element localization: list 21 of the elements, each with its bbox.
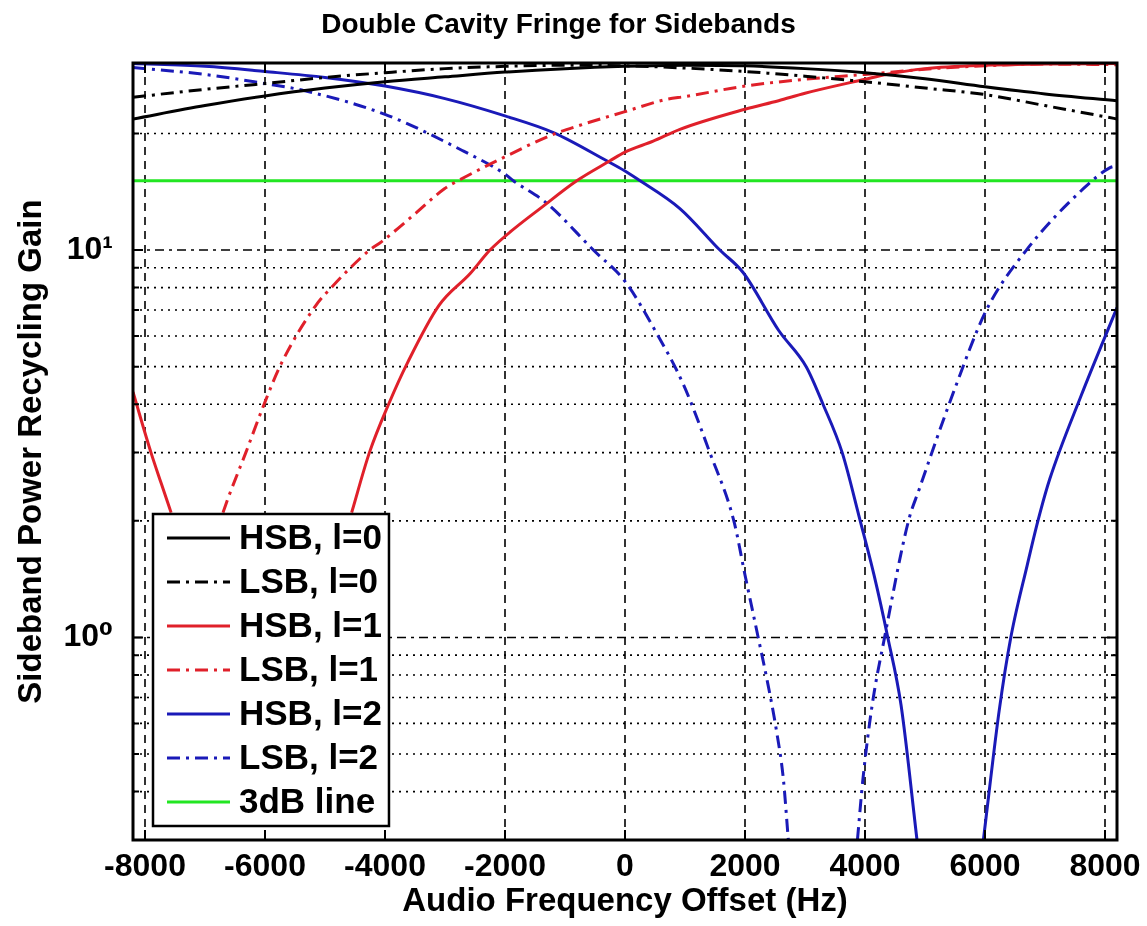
x-tick-label: 2000 — [709, 847, 781, 884]
chart-title: Double Cavity Fringe for Sidebands — [321, 7, 796, 39]
legend-label: LSB, l=2 — [239, 736, 379, 776]
x-axis-title: Audio Frequency Offset (Hz) — [402, 881, 848, 919]
x-tick-label: -6000 — [224, 847, 306, 884]
legend-label: 3dB line — [239, 780, 376, 820]
x-tick-label: -2000 — [464, 847, 546, 884]
legend-label: LSB, l=0 — [239, 560, 379, 600]
legend-label: HSB, l=2 — [239, 692, 382, 732]
x-tick-label: 6000 — [949, 847, 1021, 884]
x-tick-label: -4000 — [344, 847, 426, 884]
legend-label: HSB, l=1 — [239, 604, 382, 644]
x-tick-label: 8000 — [1069, 847, 1141, 884]
x-tick-label: 0 — [616, 847, 634, 884]
y-tick-label: 10⁰ — [63, 617, 113, 654]
y-tick-label: 10¹ — [66, 229, 113, 266]
y-axis-title: Sideband Power Recycling Gain — [10, 199, 48, 704]
legend-label: HSB, l=0 — [239, 516, 382, 556]
legend-label: LSB, l=1 — [239, 648, 379, 688]
x-tick-label: 4000 — [829, 847, 901, 884]
x-tick-label: -8000 — [104, 847, 186, 884]
